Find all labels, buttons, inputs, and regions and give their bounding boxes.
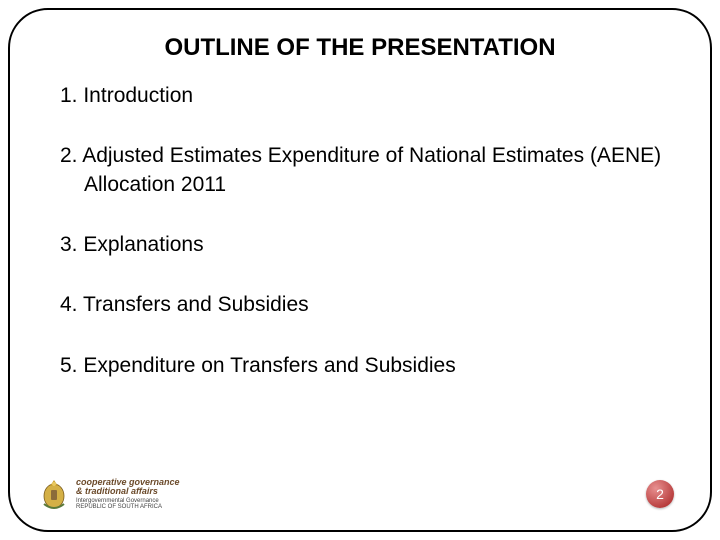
slide-frame: OUTLINE OF THE PRESENTATION 1. Introduct… — [8, 8, 712, 532]
outline-item: 5. Expenditure on Transfers and Subsidie… — [60, 352, 670, 380]
coat-of-arms-icon — [38, 476, 70, 512]
outline-item: 4. Transfers and Subsidies — [60, 291, 670, 319]
logo-line-2: & traditional affairs — [76, 487, 180, 496]
logo-line-4: REPUBLIC OF SOUTH AFRICA — [76, 504, 180, 510]
footer-logo: cooperative governance & traditional aff… — [38, 476, 180, 512]
page-number-badge: 2 — [646, 480, 674, 508]
outline-item: 3. Explanations — [60, 231, 670, 259]
outline-item: 1. Introduction — [60, 82, 670, 110]
logo-text: cooperative governance & traditional aff… — [76, 478, 180, 510]
outline-item: 2. Adjusted Estimates Expenditure of Nat… — [60, 142, 670, 199]
page-number-text: 2 — [656, 486, 664, 502]
outline-list: 1. Introduction 2. Adjusted Estimates Ex… — [50, 82, 670, 380]
slide-title: OUTLINE OF THE PRESENTATION — [50, 34, 670, 62]
